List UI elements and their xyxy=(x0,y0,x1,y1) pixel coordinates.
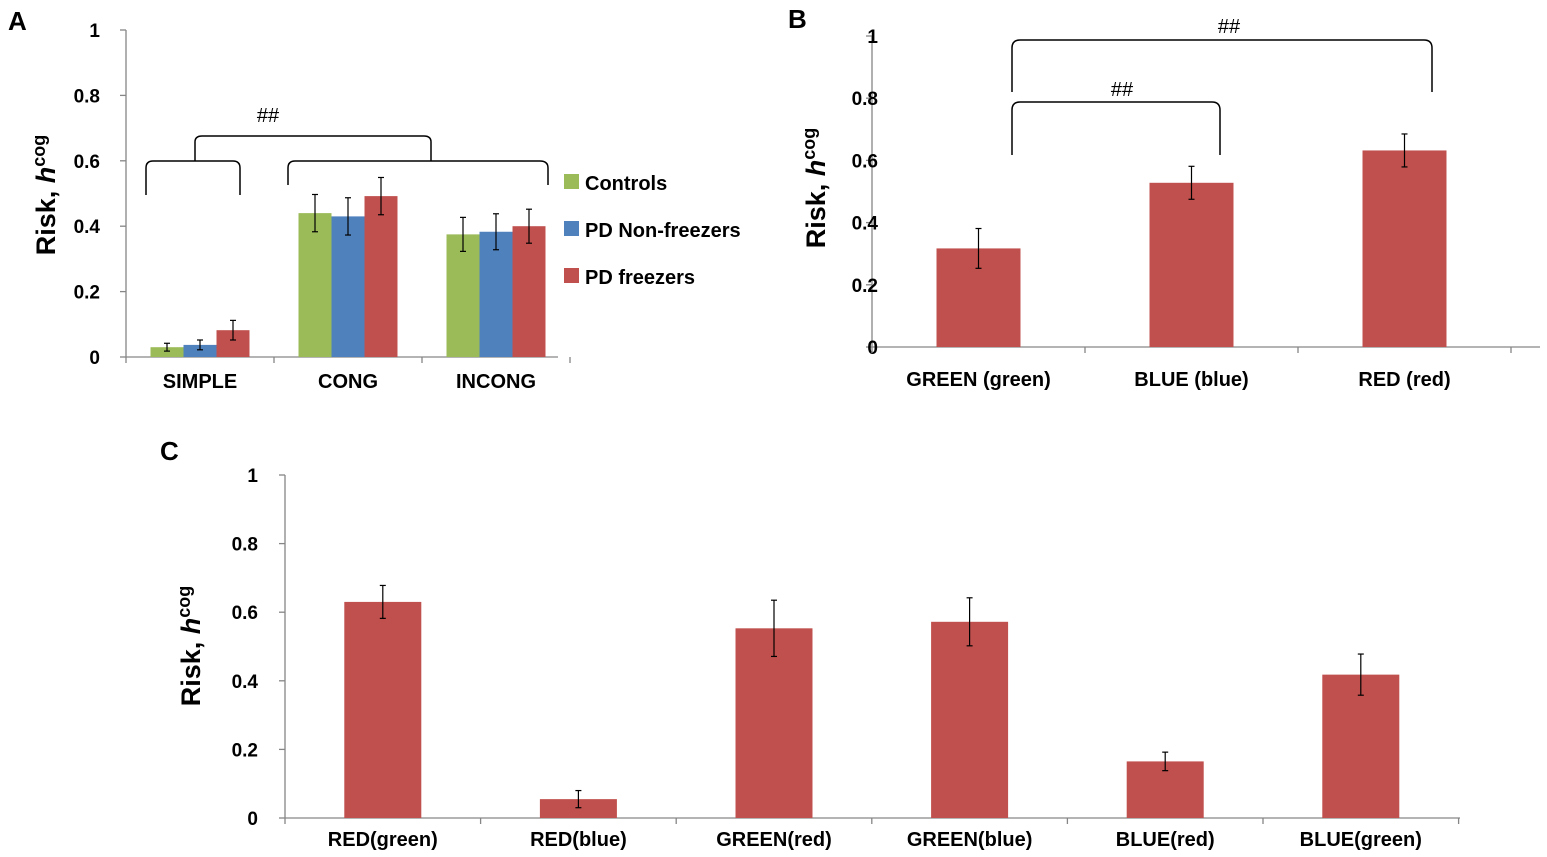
bar xyxy=(1322,674,1400,818)
legend-swatch xyxy=(564,268,579,283)
bar xyxy=(1362,150,1447,347)
y-tick-label: 0 xyxy=(247,809,258,830)
brace-connector xyxy=(194,135,432,161)
x-category-label: RED(green) xyxy=(328,829,438,851)
x-category-label: BLUE(red) xyxy=(1116,829,1215,851)
y-axis-label: Risk, hcog xyxy=(799,128,831,249)
y-tick-label: 0.8 xyxy=(852,89,878,110)
bar xyxy=(479,231,513,357)
bar xyxy=(446,234,480,357)
y-tick-label: 0.4 xyxy=(852,214,879,235)
panel-b-chart: 0 0.2 0.4 0.6 0.8 1 GREEN (green) BLUE (blue) RE… xyxy=(788,4,1540,391)
x-category-label: INCONG xyxy=(456,371,536,393)
y-tick-label: 0.2 xyxy=(74,283,100,304)
legend-label: PD freezers xyxy=(585,267,695,289)
x-category-label: CONG xyxy=(318,371,378,393)
significance-bracket xyxy=(1011,39,1433,155)
significance-label: ## xyxy=(1111,79,1134,101)
bar xyxy=(331,216,365,357)
x-category-label: GREEN(red) xyxy=(716,829,832,851)
y-tick-label: 1 xyxy=(867,27,878,48)
x-category-label: SIMPLE xyxy=(163,371,237,393)
y-tick-label: 0.4 xyxy=(74,217,101,238)
bar xyxy=(150,347,184,357)
legend-label: PD Non-freezers xyxy=(585,220,741,242)
panel-a-chart: 0 0.2 0.4 0.6 0.8 1 SIMPLE CONG INCONG Risk, hcog… xyxy=(8,6,741,393)
brace-green-blue xyxy=(1011,101,1221,155)
y-tick-label: 0.8 xyxy=(74,86,100,107)
y-tick-label: 1 xyxy=(247,466,258,487)
y-tick-label: 0.6 xyxy=(74,152,100,173)
significance-label: ## xyxy=(1218,16,1241,38)
panel-c-chart: 0 0.2 0.4 0.6 0.8 1 RED(green) RED(blue) GREEN(r… xyxy=(160,436,1460,851)
y-axis-label-text: Risk, xyxy=(176,634,206,706)
bar xyxy=(344,601,422,818)
y-axis-label-symbol: h xyxy=(31,167,61,184)
bar xyxy=(364,196,398,357)
x-category-label: GREEN (green) xyxy=(906,369,1050,391)
panel-letter: A xyxy=(8,6,27,36)
y-axis-label-symbol: h xyxy=(176,618,206,635)
significance-label: ## xyxy=(257,105,280,127)
x-category-label: RED (red) xyxy=(1358,369,1450,391)
bar xyxy=(183,344,217,357)
legend-label: Controls xyxy=(585,173,667,195)
y-axis-label-text: Risk, xyxy=(801,176,831,248)
y-tick-label: 0 xyxy=(867,338,878,359)
y-tick-label: 0 xyxy=(89,348,100,369)
panel-letter: C xyxy=(160,436,179,466)
legend-swatch xyxy=(564,174,579,189)
y-tick-label: 0.8 xyxy=(232,535,258,556)
x-category-label: GREEN(blue) xyxy=(907,829,1033,851)
y-axis-label-text: Risk, xyxy=(31,183,61,255)
y-tick-label: 0.2 xyxy=(852,276,878,297)
bar xyxy=(1149,182,1234,347)
bar xyxy=(931,621,1009,818)
legend-swatch xyxy=(564,221,579,236)
x-category-label: RED(blue) xyxy=(530,829,627,851)
x-category-label: BLUE(green) xyxy=(1300,829,1422,851)
brace-cong-incong xyxy=(287,160,549,185)
bar xyxy=(539,799,617,818)
brace-simple xyxy=(145,160,241,195)
brace-green-red xyxy=(1011,39,1433,92)
y-axis-label: Risk, hcog xyxy=(174,586,206,707)
bar xyxy=(298,213,332,357)
y-tick-label: 0.2 xyxy=(232,740,258,761)
significance-bracket xyxy=(145,135,549,195)
bar xyxy=(735,628,813,818)
y-tick-label: 0.6 xyxy=(232,603,258,624)
y-axis-label-symbol: h xyxy=(801,160,831,177)
y-axis-label-superscript: cog xyxy=(174,586,194,618)
y-tick-label: 1 xyxy=(89,21,100,42)
y-axis-label-superscript: cog xyxy=(799,128,819,160)
y-tick-label: 0.6 xyxy=(852,151,878,172)
x-category-label: BLUE (blue) xyxy=(1134,369,1248,391)
panel-letter: B xyxy=(788,4,807,34)
y-tick-label: 0.4 xyxy=(232,672,259,693)
bar xyxy=(512,226,546,357)
y-axis-label: Risk, hcog xyxy=(29,135,61,256)
y-axis-label-superscript: cog xyxy=(29,135,49,167)
